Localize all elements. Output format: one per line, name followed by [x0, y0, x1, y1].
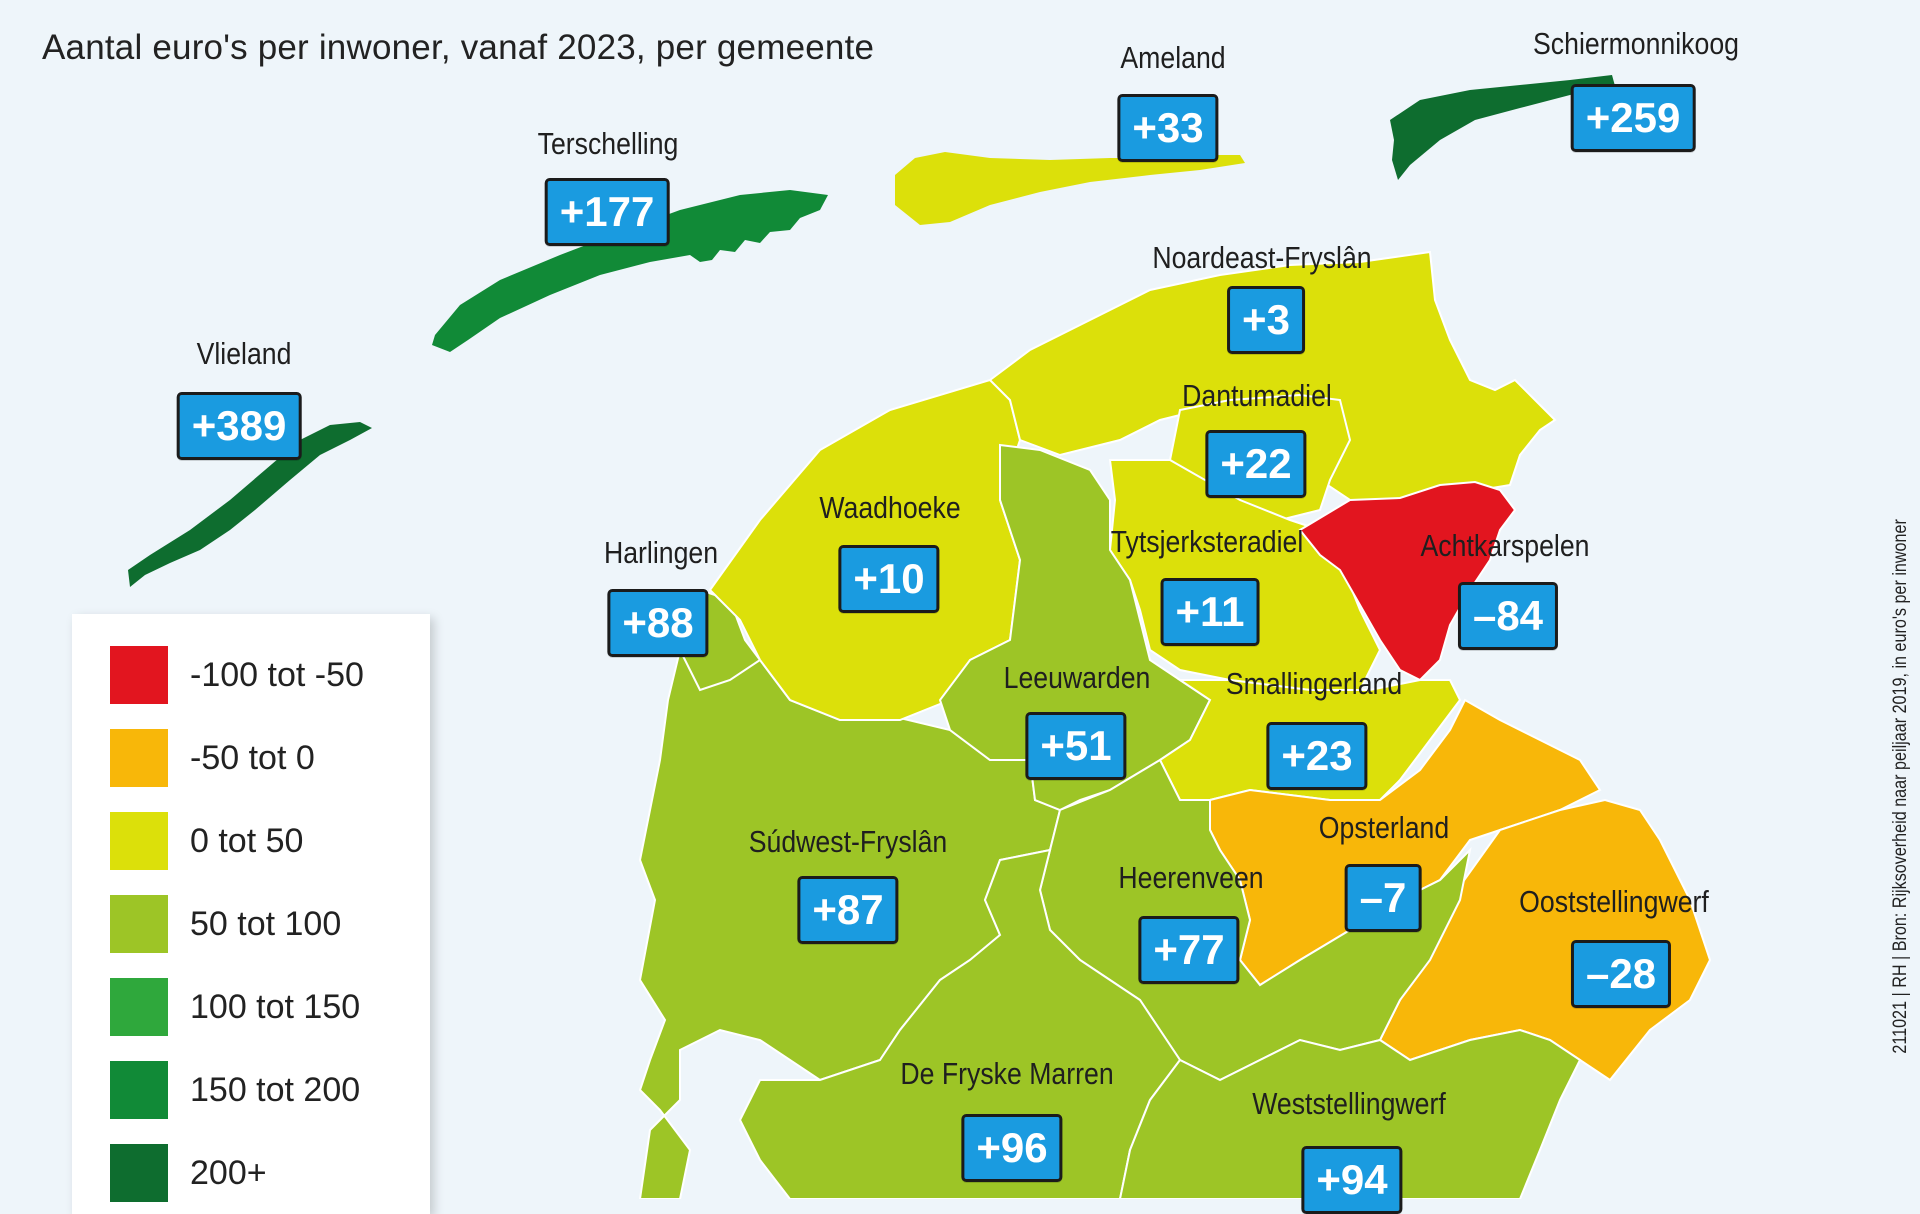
legend-swatch [110, 646, 168, 704]
legend-swatch [110, 1061, 168, 1119]
legend-label: 150 tot 200 [190, 1071, 361, 1109]
badge-harlingen: +88 [607, 589, 709, 657]
badge-opsterland: –7 [1344, 864, 1422, 932]
source-credit: 211021 | RH | Bron: Rijksoverheid naar p… [1890, 519, 1912, 1199]
region-de-fryske-marren [738, 848, 1182, 1199]
legend-swatch [110, 895, 168, 953]
badge-de-fryske-marren: +96 [961, 1114, 1063, 1182]
legend-item: -100 tot -50 [110, 646, 420, 706]
label-schiermonnikoog: Schiermonnikoog [1533, 26, 1739, 61]
label-sudwest-fryslan: Súdwest-Fryslân [748, 824, 948, 859]
map-title: Aantal euro's per inwoner, vanaf 2023, p… [42, 28, 875, 67]
label-heerenveen: Heerenveen [1118, 860, 1264, 895]
badge-sudwest-fryslan: +87 [797, 876, 899, 944]
legend-item: 100 tot 150 [110, 978, 420, 1038]
legend-swatch [110, 812, 168, 870]
label-dantumadiel: Dantumadiel [1182, 378, 1332, 413]
label-leeuwarden: Leeuwarden [1003, 660, 1151, 695]
badge-weststellingwerf: +94 [1301, 1146, 1403, 1214]
badge-heerenveen: +77 [1138, 916, 1240, 984]
legend: -100 tot -50 -50 tot 0 0 tot 50 50 tot 1… [72, 614, 430, 1214]
label-harlingen: Harlingen [603, 535, 719, 570]
label-opsterland: Opsterland [1318, 810, 1450, 845]
legend-label: -100 tot -50 [190, 656, 364, 694]
source-text: 211021 | RH | Bron: Rijksoverheid naar p… [1890, 519, 1911, 1054]
legend-item: 0 tot 50 [110, 812, 420, 872]
label-vlieland: Vlieland [196, 336, 292, 371]
badge-leeuwarden: +51 [1025, 712, 1127, 780]
badge-achtkarspelen: –84 [1457, 582, 1559, 650]
legend-label: 50 tot 100 [190, 905, 342, 943]
badge-ameland: +33 [1117, 94, 1219, 162]
label-de-fryske-marren: De Fryske Marren [900, 1056, 1114, 1091]
badge-smallingerland: +23 [1266, 722, 1368, 790]
label-weststellingwerf: Weststellingwerf [1252, 1086, 1446, 1121]
legend-swatch [110, 729, 168, 787]
badge-waadhoeke: +10 [838, 545, 940, 613]
legend-item: 150 tot 200 [110, 1061, 420, 1121]
legend-label: 100 tot 150 [190, 988, 361, 1026]
legend-label: 200+ [190, 1154, 267, 1192]
badge-ooststellingwerf: –28 [1570, 940, 1672, 1008]
label-ameland: Ameland [1120, 40, 1226, 75]
label-ooststellingwerf: Ooststellingwerf [1519, 884, 1709, 919]
region-weststellingwerf [1118, 1028, 1582, 1199]
legend-label: 0 tot 50 [190, 822, 304, 860]
badge-terschelling: +177 [544, 178, 670, 246]
label-noardeast-fryslan: Noardeast-Fryslân [1152, 240, 1372, 275]
legend-swatch [110, 1144, 168, 1202]
legend-item: -50 tot 0 [110, 729, 420, 789]
label-terschelling: Terschelling [537, 126, 679, 161]
legend-label: -50 tot 0 [190, 739, 315, 777]
island-schiermonnikoog [1390, 75, 1615, 180]
badge-tytsjerksteradiel: +11 [1160, 578, 1260, 646]
label-smallingerland: Smallingerland [1225, 666, 1403, 701]
badge-dantumadiel: +22 [1205, 430, 1307, 498]
region-noardeast-fryslan [988, 250, 1557, 501]
badge-vlieland: +389 [176, 392, 302, 460]
label-waadhoeke: Waadhoeke [819, 490, 961, 525]
island-terschelling [432, 190, 828, 352]
label-achtkarspelen: Achtkarspelen [1420, 528, 1590, 563]
legend-item: 50 tot 100 [110, 895, 420, 955]
legend-swatch [110, 978, 168, 1036]
label-tytsjerksteradiel: Tytsjerksteradiel [1110, 524, 1304, 559]
badge-noardeast-fryslan: +3 [1227, 286, 1305, 354]
badge-schiermonnikoog: +259 [1570, 84, 1696, 152]
island-vlieland [128, 422, 372, 587]
legend-item: 200+ [110, 1144, 420, 1204]
island-ameland [895, 152, 1245, 225]
